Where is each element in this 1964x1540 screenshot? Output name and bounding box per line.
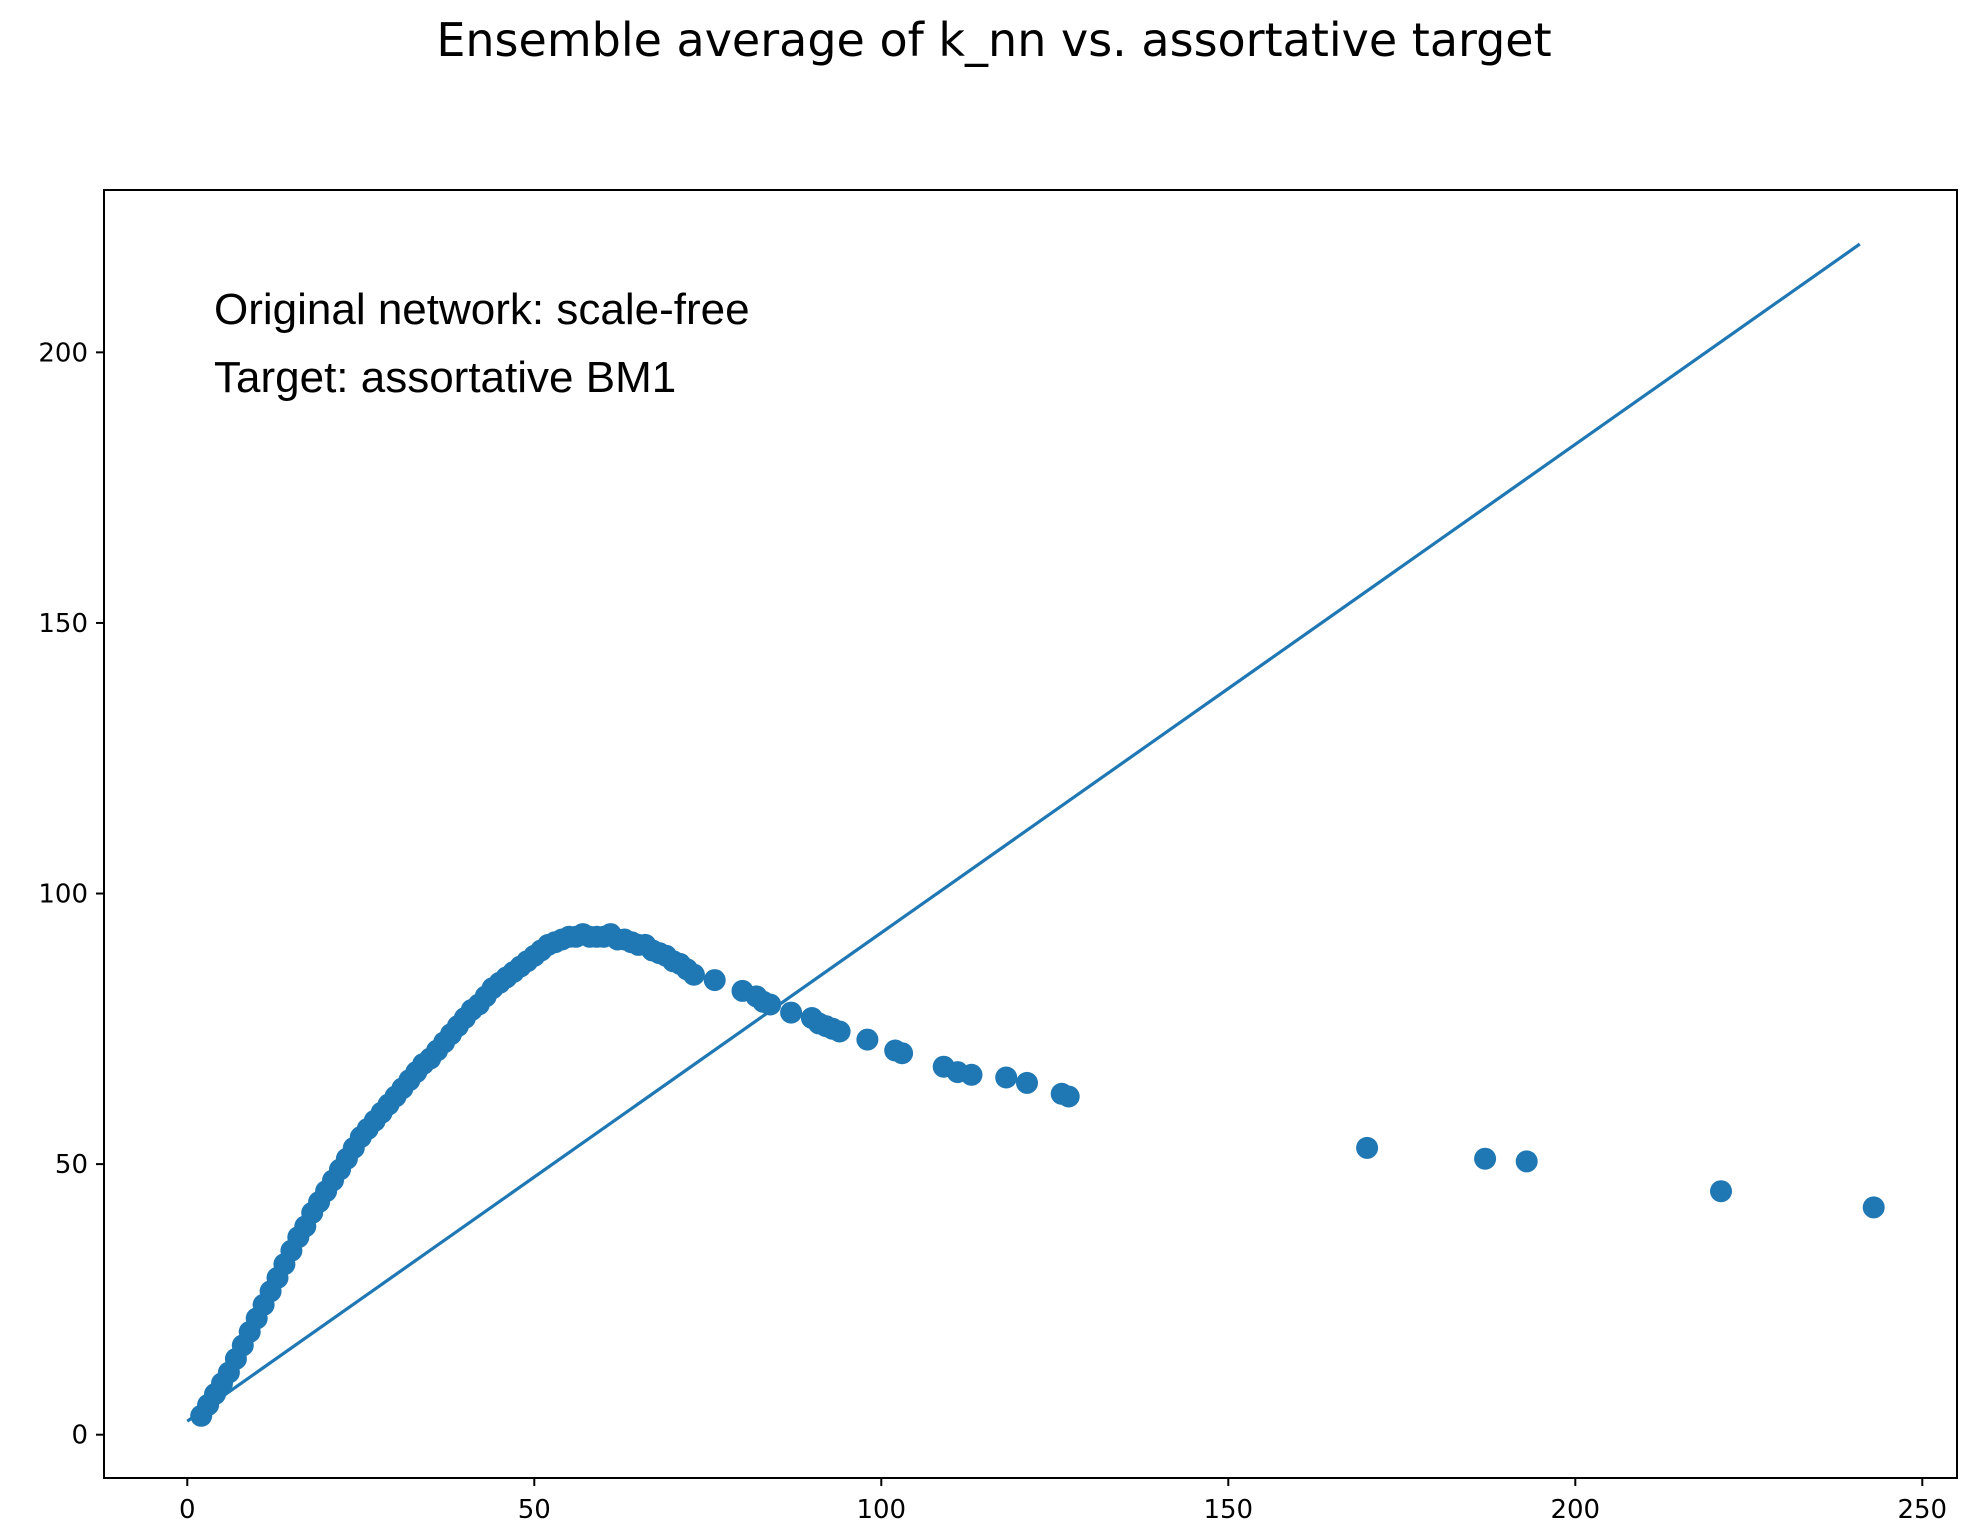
data-point <box>1016 1071 1038 1094</box>
y-tick-label: 100 <box>38 880 88 910</box>
x-tick-label: 50 <box>518 1495 551 1525</box>
data-point <box>759 993 782 1016</box>
data-point <box>780 1001 803 1024</box>
data-point <box>856 1028 879 1051</box>
data-point <box>960 1063 983 1086</box>
data-point <box>703 969 726 992</box>
y-tick-label: 0 <box>71 1421 88 1451</box>
y-tick-label: 150 <box>38 609 88 639</box>
y-tick-label: 50 <box>55 1150 88 1180</box>
x-tick-label: 250 <box>1897 1495 1947 1525</box>
data-point <box>1356 1136 1379 1159</box>
data-point <box>682 963 705 986</box>
x-tick-label: 100 <box>856 1495 906 1525</box>
data-point <box>1474 1147 1497 1170</box>
x-tick-label: 200 <box>1550 1495 1600 1525</box>
data-point <box>1710 1180 1732 1203</box>
data-point <box>891 1042 914 1065</box>
annotation: Original network: scale-free Target: ass… <box>214 285 750 402</box>
x-tick-label: 150 <box>1203 1495 1253 1525</box>
y-tick-label: 200 <box>38 338 88 368</box>
x-axis: 0 50 100 150 200 250 <box>179 1478 1947 1525</box>
y-axis: 0 50 100 150 200 <box>38 338 104 1451</box>
data-point <box>995 1066 1018 1089</box>
x-tick-label: 0 <box>179 1495 196 1525</box>
annotation-line-2: Target: assortative BM1 <box>214 353 676 402</box>
data-point <box>1862 1196 1885 1219</box>
data-point <box>828 1020 851 1043</box>
data-point <box>1057 1085 1080 1108</box>
annotation-line-1: Original network: scale-free <box>214 285 750 334</box>
plot-area <box>186 242 1885 1427</box>
reference-line <box>186 242 1861 1423</box>
data-point <box>1515 1150 1538 1173</box>
chart-title: Ensemble average of k_nn vs. assortative… <box>436 13 1551 67</box>
